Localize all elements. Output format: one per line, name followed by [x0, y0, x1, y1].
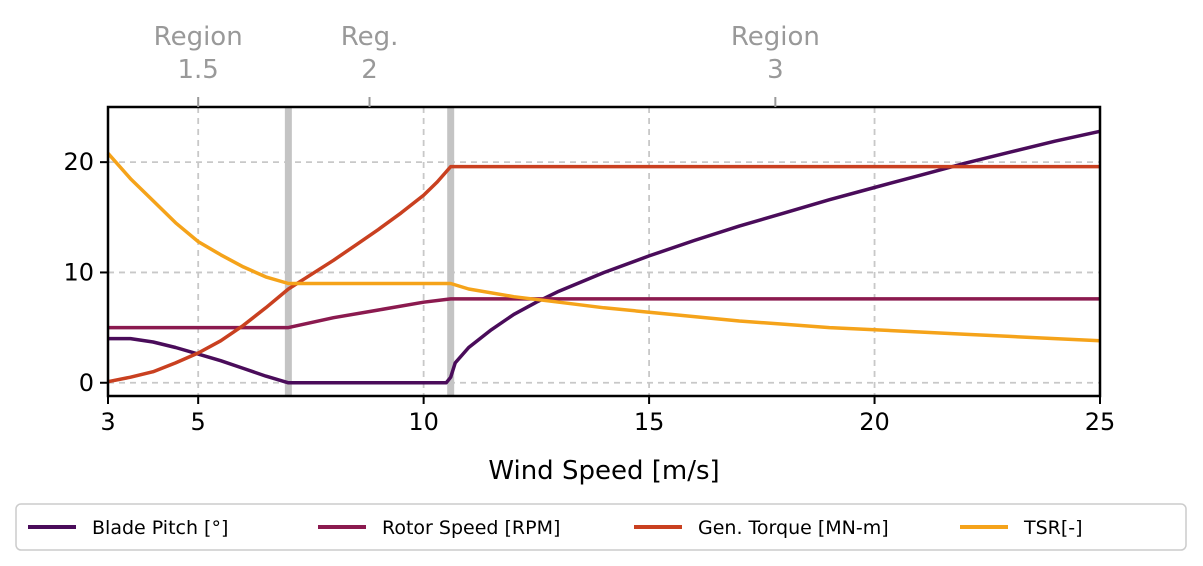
series-line	[107, 164, 1100, 384]
region-label: 1.5	[178, 55, 219, 85]
legend-label: Blade Pitch [°]	[92, 517, 228, 539]
legend-label: Gen. Torque [MN-m]	[698, 517, 889, 539]
x-tick-label: 15	[634, 408, 665, 436]
x-axis-title: Wind Speed [m/s]	[488, 456, 719, 486]
y-tick-label: 0	[79, 369, 94, 397]
region-label: 3	[767, 55, 784, 85]
y-axis-ticks: 0 10 20	[63, 148, 108, 397]
series-line	[108, 129, 1101, 385]
x-tick-label: 3	[100, 408, 115, 436]
region-label: 2	[361, 55, 378, 85]
y-tick-label: 20	[63, 148, 94, 176]
x-tick-label: 25	[1085, 408, 1116, 436]
series-line	[108, 297, 1100, 330]
region-label: Reg.	[341, 22, 399, 52]
region-label: Region	[731, 22, 820, 52]
series-lines	[106, 129, 1101, 385]
region-label: Region	[154, 22, 243, 52]
series-line	[106, 152, 1101, 343]
region-boundaries	[284, 107, 455, 396]
legend-box	[15, 503, 1187, 551]
x-axis-ticks: 3 5 10 15 20 25	[100, 396, 1115, 436]
y-tick-label: 10	[63, 258, 94, 286]
grid	[108, 107, 1100, 396]
x-tick-label: 10	[408, 408, 439, 436]
plot-area-frame	[106, 105, 1102, 398]
legend-label: Rotor Speed [RPM]	[382, 517, 560, 539]
x-tick-label: 5	[191, 408, 206, 436]
x-tick-label: 20	[859, 408, 890, 436]
legend-label: TSR[-]	[1023, 517, 1083, 539]
legend: Blade Pitch [°] Rotor Speed [RPM] Gen. Tor…	[15, 503, 1187, 551]
